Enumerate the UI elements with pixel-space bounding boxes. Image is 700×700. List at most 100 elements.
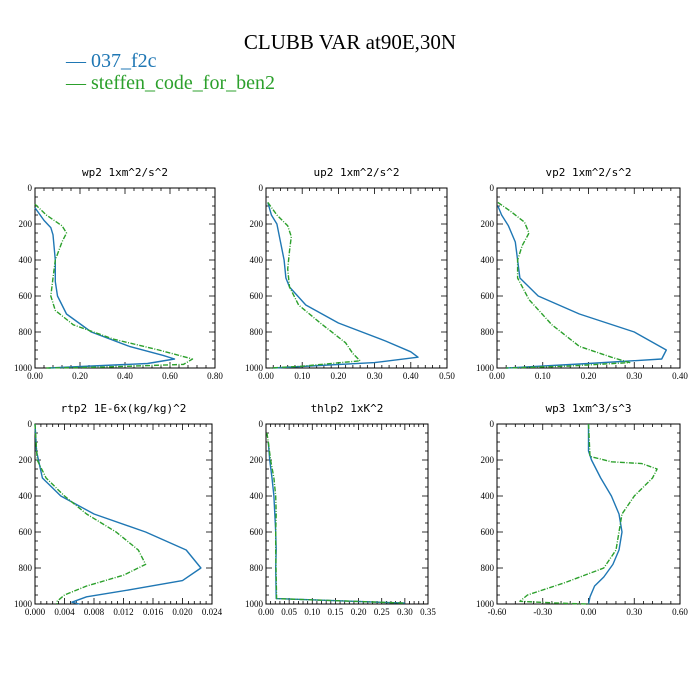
x-tick-label: 0.20: [331, 371, 347, 381]
x-tick-label: 0.00: [27, 371, 43, 381]
x-tick-label: 0.30: [397, 607, 413, 617]
y-tick-label: 800: [19, 327, 33, 337]
series-line-1: [34, 423, 147, 604]
panel-0: 0.00 0.20 0.40 0.60 0.80 0 200 400 600 800 1000: [14, 183, 223, 381]
figure-title: CLUBB VAR at90E,30N: [243, 30, 457, 54]
x-tick-label: 0.10: [294, 371, 310, 381]
x-tick-label: 0.020: [172, 607, 193, 617]
y-tick-label: 800: [250, 327, 264, 337]
x-tick-label: 0.00: [581, 607, 597, 617]
y-tick-label: 0: [259, 183, 264, 193]
series-line-0: [267, 441, 405, 604]
x-tick-label: 0.20: [72, 371, 88, 381]
panel-title-vp2: vp2 1xm^2/s^2: [545, 166, 632, 179]
panel-2: 0.00 0.10 0.20 0.30 0.40 0 200 400 600 800 1000: [476, 183, 688, 381]
y-tick-label: 0: [259, 419, 264, 429]
series-line-0: [587, 424, 623, 605]
x-tick-label: -0.60: [488, 607, 507, 617]
x-tick-label: 0.10: [304, 607, 320, 617]
legend-entry-037-f2c: — 037_f2c: [66, 50, 157, 72]
y-tick-label: 400: [481, 491, 495, 501]
y-tick-label: 400: [481, 255, 495, 265]
y-tick-label: 200: [19, 219, 33, 229]
y-tick-label: 1000: [245, 599, 264, 609]
series-line-0: [497, 205, 667, 369]
y-tick-label: 600: [19, 291, 33, 301]
x-tick-label: 0.35: [420, 607, 436, 617]
y-tick-label: 200: [481, 455, 495, 465]
x-tick-label: 0.40: [117, 371, 133, 381]
y-tick-label: 800: [19, 563, 33, 573]
x-tick-label: 0.60: [672, 607, 688, 617]
x-tick-label: 0.80: [207, 371, 223, 381]
y-tick-label: 400: [19, 255, 33, 265]
series-line-1: [267, 201, 361, 369]
y-tick-label: 600: [19, 527, 33, 537]
y-tick-label: 200: [19, 455, 33, 465]
panel-1: 0.00 0.10 0.20 0.30 0.40 0.50 0 200 400 600 800 100…: [245, 183, 455, 381]
y-tick-label: 0: [490, 419, 495, 429]
series-line-1: [266, 432, 405, 604]
x-tick-label: 0.10: [535, 371, 551, 381]
y-tick-label: 800: [481, 563, 495, 573]
x-tick-label: 0.40: [403, 371, 419, 381]
x-tick-label: 0.15: [328, 607, 344, 617]
y-tick-label: 1000: [14, 363, 33, 373]
y-tick-label: 400: [19, 491, 33, 501]
series-line-1: [34, 203, 194, 369]
axes-frame: [265, 187, 448, 369]
x-tick-label: 0.40: [672, 371, 688, 381]
x-tick-label: -0.30: [533, 607, 552, 617]
y-tick-label: 600: [481, 527, 495, 537]
axes-frame: [496, 187, 681, 369]
x-tick-label: 0.004: [54, 607, 75, 617]
x-tick-label: 0.30: [626, 607, 642, 617]
x-tick-label: 0.008: [84, 607, 105, 617]
panel-title-wp2: wp2 1xm^2/s^2: [81, 166, 169, 179]
panel-3: 0.000 0.004 0.008 0.012 0.016 0.020 0.024 0 200 4…: [14, 419, 223, 617]
panel-title-up2: up2 1xm^2/s^2: [313, 166, 400, 179]
y-tick-label: 0: [28, 183, 33, 193]
panel-title-wp3: wp3 1xm^3/s^3: [545, 402, 632, 415]
y-tick-label: 600: [250, 291, 264, 301]
y-tick-label: 1000: [14, 599, 33, 609]
y-tick-label: 200: [250, 219, 264, 229]
x-tick-label: 0.012: [113, 607, 133, 617]
y-tick-label: 400: [250, 255, 264, 265]
axes-frame: [34, 423, 213, 605]
panel-4: 0.00 0.05 0.10 0.15 0.20 0.25 0.30 0.35 0 200 400 6…: [245, 419, 436, 617]
series-line-0: [34, 207, 176, 369]
y-tick-label: 0: [28, 419, 33, 429]
x-tick-label: 0.05: [281, 607, 297, 617]
x-tick-label: 0.00: [489, 371, 505, 381]
x-tick-label: 0.50: [439, 371, 455, 381]
y-tick-label: 1000: [476, 599, 495, 609]
y-tick-label: 600: [481, 291, 495, 301]
axes-frame: [34, 187, 216, 369]
y-tick-label: 1000: [245, 363, 264, 373]
series-line-0: [34, 423, 202, 605]
y-tick-label: 200: [250, 455, 264, 465]
x-tick-label: 0.000: [25, 607, 46, 617]
panel-5: -0.60 -0.30 0.00 0.30 0.60 0 200 400 600 800 1000: [476, 419, 688, 617]
series-line-0: [267, 202, 419, 369]
x-tick-label: 0.20: [351, 607, 367, 617]
axes-frame: [265, 423, 429, 605]
x-tick-label: 0.016: [143, 607, 164, 617]
legend-entry-steffen-code: — steffen_code_for_ben2: [66, 72, 276, 94]
x-tick-label: 0.00: [258, 371, 274, 381]
y-tick-label: 800: [481, 327, 495, 337]
series-line-1: [497, 201, 631, 369]
y-tick-label: 600: [250, 527, 264, 537]
x-tick-label: 0.30: [626, 371, 642, 381]
x-tick-label: 0.60: [162, 371, 178, 381]
x-tick-label: 0.00: [258, 607, 274, 617]
x-tick-label: 0.30: [367, 371, 383, 381]
y-tick-label: 1000: [476, 363, 495, 373]
y-tick-label: 0: [490, 183, 495, 193]
x-tick-label: 0.20: [581, 371, 597, 381]
y-tick-label: 200: [481, 219, 495, 229]
y-tick-label: 400: [250, 491, 264, 501]
x-tick-label: 0.024: [202, 607, 223, 617]
